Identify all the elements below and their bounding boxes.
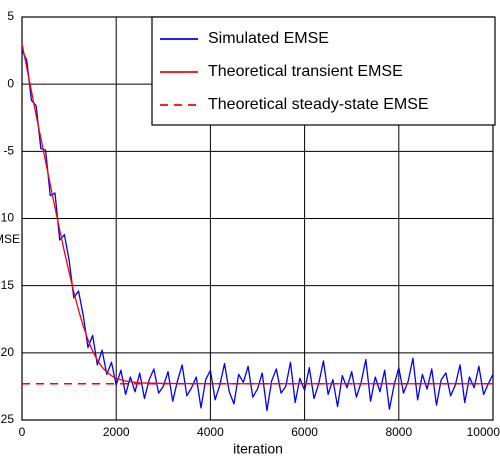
legend-box [151, 16, 496, 126]
x-tick-label: 0 [19, 425, 26, 439]
x-tick-label: 8000 [385, 425, 412, 439]
series-line [21, 50, 494, 412]
x-tick-label: 2000 [103, 425, 130, 439]
y-tick-label: -15 [0, 278, 14, 292]
y-tick-label: -10 [0, 211, 14, 225]
x-tick-label: 4000 [197, 425, 224, 439]
y-tick-label: 5 [7, 9, 14, 23]
y-tick-label: 0 [7, 76, 14, 90]
legend-label: Theoretical transient EMSE [208, 63, 403, 80]
x-axis-label: iteration [233, 441, 283, 457]
legend-label: Simulated EMSE [208, 30, 329, 47]
y-tick-label: -20 [0, 345, 14, 359]
x-tick-label: 6000 [291, 425, 318, 439]
y-tick-label: -25 [0, 412, 14, 426]
y-axis-label: EMSE [0, 232, 20, 246]
x-tick-label: 10000 [467, 425, 500, 439]
legend-label: Theoretical steady-state EMSE [208, 96, 429, 113]
y-tick-label: -5 [3, 144, 14, 158]
